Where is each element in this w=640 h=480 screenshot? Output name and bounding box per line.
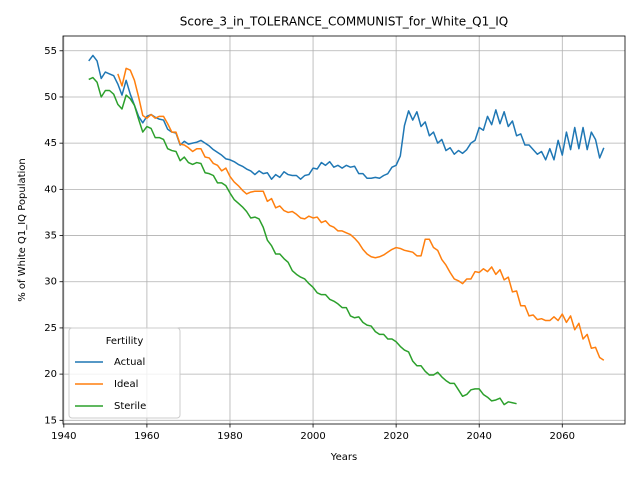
series-line [88, 76, 517, 406]
x-tick-label: 1980 [217, 431, 242, 442]
x-tick-label: 2020 [383, 431, 408, 442]
x-tick-label: 1960 [134, 431, 159, 442]
x-tick-label: 2040 [466, 431, 491, 442]
y-tick-label: 20 [44, 369, 57, 380]
series-line [117, 67, 605, 361]
y-tick-label: 30 [44, 277, 57, 288]
chart-title: Score_3_in_TOLERANCE_COMMUNIST_for_White… [180, 15, 508, 29]
y-tick-label: 40 [44, 184, 57, 195]
x-tick-label: 2060 [550, 431, 575, 442]
plot-frame [62, 35, 626, 425]
y-tick-label: 55 [44, 46, 57, 57]
x-tick-label: 1940 [51, 431, 76, 442]
y-tick-label: 45 [44, 138, 57, 149]
y-tick-label: 25 [44, 323, 57, 334]
x-axis-label: Years [330, 452, 357, 463]
y-tick-label: 50 [44, 92, 57, 103]
x-tick-label: 2000 [300, 431, 325, 442]
y-tick-label: 35 [44, 231, 57, 242]
y-axis-label: % of White Q1_IQ Population [17, 158, 28, 302]
legend-label: Sterile [114, 401, 146, 412]
y-tick-label: 15 [44, 415, 57, 426]
legend-box [68, 327, 181, 419]
legend-label: Actual [114, 357, 145, 368]
legend-label: Ideal [114, 379, 138, 390]
legend-title: Fertility [106, 336, 144, 347]
